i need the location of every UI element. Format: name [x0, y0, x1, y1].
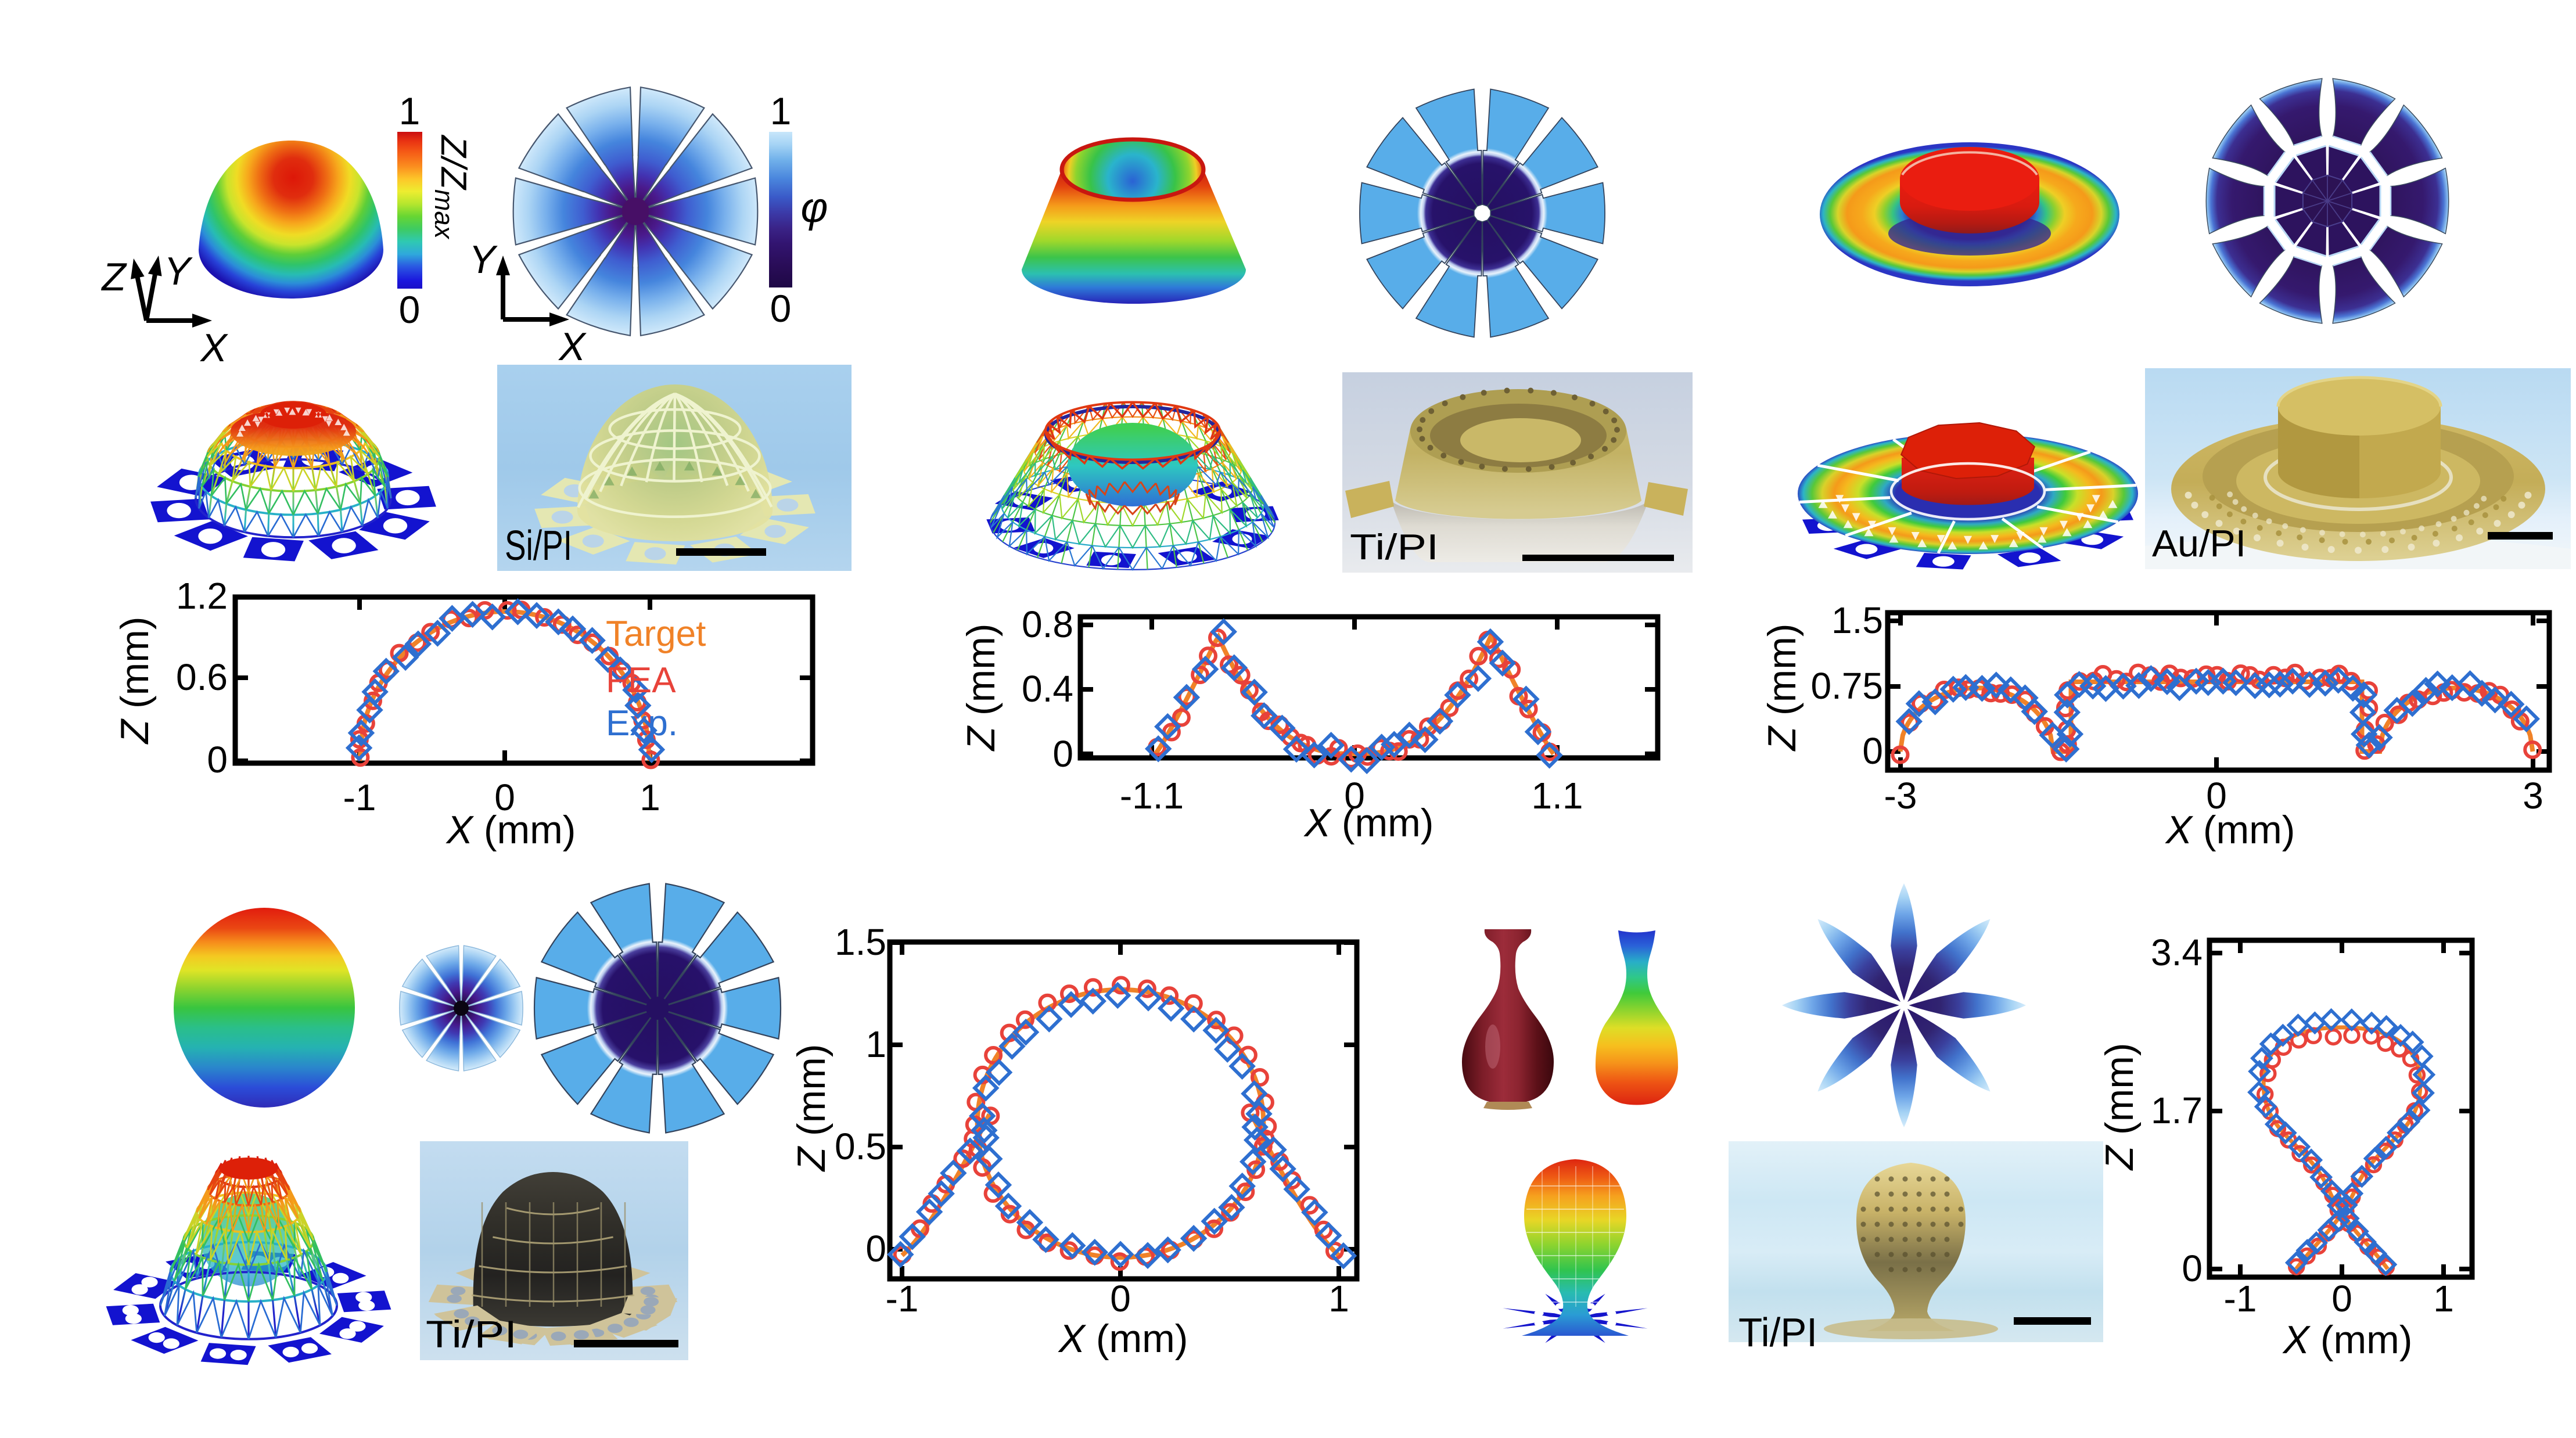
svg-text:Z (mm): Z (mm)	[1760, 623, 1804, 752]
svg-text:X (mm): X (mm)	[1303, 801, 1434, 845]
svg-text:1.5: 1.5	[1831, 599, 1883, 641]
svg-text:0.8: 0.8	[1022, 603, 1073, 645]
svg-text:Z (mm): Z (mm)	[789, 1044, 833, 1172]
svg-text:0: 0	[207, 739, 228, 781]
svg-text:Exp.: Exp.	[606, 703, 678, 743]
svg-text:0.6: 0.6	[176, 656, 228, 698]
svg-text:Au/PI: Au/PI	[2152, 522, 2246, 565]
svg-text:X (mm): X (mm)	[2165, 808, 2295, 852]
svg-text:-3: -3	[1884, 775, 1917, 817]
svg-text:X: X	[199, 326, 228, 370]
svg-text:Si/PI: Si/PI	[505, 523, 572, 569]
svg-text:Target: Target	[606, 614, 706, 654]
svg-text:-1: -1	[2224, 1278, 2257, 1320]
svg-text:0: 0	[2206, 775, 2227, 817]
svg-text:Y: Y	[164, 249, 193, 293]
svg-text:-1: -1	[886, 1278, 919, 1320]
svg-text:1.5: 1.5	[835, 921, 886, 963]
svg-text:0: 0	[1110, 1278, 1131, 1320]
svg-text:0: 0	[494, 776, 515, 818]
svg-text:0: 0	[1052, 733, 1073, 775]
svg-text:Ti/PI: Ti/PI	[1738, 1310, 1817, 1355]
svg-text:0: 0	[865, 1228, 886, 1270]
svg-text:1: 1	[2433, 1278, 2454, 1320]
svg-text:X (mm): X (mm)	[2282, 1318, 2413, 1362]
svg-text:Ti/PI: Ti/PI	[1350, 527, 1439, 567]
svg-text:1: 1	[639, 776, 660, 818]
svg-text:FEA: FEA	[606, 660, 676, 700]
svg-text:1: 1	[399, 89, 421, 132]
svg-text:0: 0	[1862, 730, 1883, 772]
svg-text:3: 3	[2523, 775, 2543, 817]
svg-text:Z/Zmax: Z/Zmax	[429, 134, 473, 239]
svg-text:φ: φ	[801, 185, 828, 231]
svg-text:0: 0	[2331, 1278, 2352, 1320]
svg-text:1.2: 1.2	[176, 575, 228, 617]
svg-text:0: 0	[399, 288, 421, 331]
svg-text:-1.1: -1.1	[1120, 775, 1184, 817]
svg-text:1: 1	[1328, 1278, 1349, 1320]
svg-text:Z (mm): Z (mm)	[2097, 1042, 2142, 1171]
svg-text:0.4: 0.4	[1022, 668, 1073, 710]
svg-text:1.7: 1.7	[2151, 1090, 2203, 1131]
svg-text:1: 1	[865, 1023, 886, 1065]
svg-text:0: 0	[770, 287, 792, 330]
svg-text:X: X	[558, 325, 587, 369]
svg-text:-1: -1	[343, 776, 376, 818]
svg-text:1.1: 1.1	[1532, 775, 1583, 817]
svg-text:3.4: 3.4	[2151, 932, 2203, 973]
svg-text:Z (mm): Z (mm)	[959, 623, 1003, 752]
svg-text:Y: Y	[469, 238, 498, 282]
svg-text:0: 0	[2182, 1248, 2203, 1289]
svg-text:0: 0	[1344, 775, 1365, 817]
svg-text:X (mm): X (mm)	[445, 808, 576, 852]
svg-text:1: 1	[770, 89, 792, 132]
svg-text:Ti/PI: Ti/PI	[426, 1313, 517, 1356]
svg-text:Z (mm): Z (mm)	[113, 616, 157, 745]
svg-text:0.5: 0.5	[835, 1126, 886, 1167]
svg-text:Z: Z	[100, 255, 127, 299]
svg-text:0.75: 0.75	[1810, 665, 1883, 707]
svg-text:X (mm): X (mm)	[1058, 1317, 1188, 1361]
